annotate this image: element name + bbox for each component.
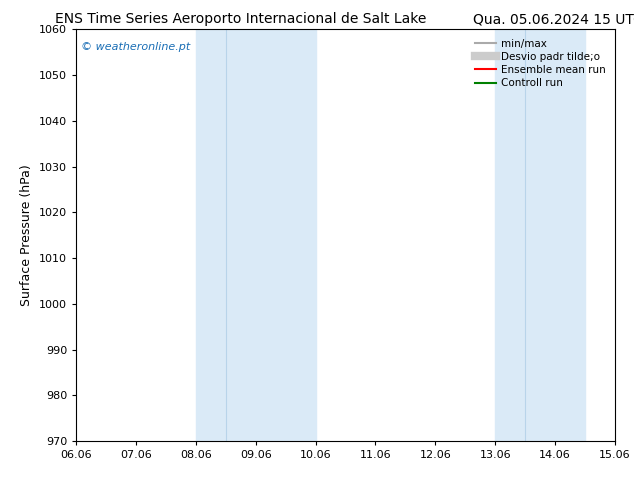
Text: ENS Time Series Aeroporto Internacional de Salt Lake: ENS Time Series Aeroporto Internacional … [55,12,427,26]
Bar [196,29,316,441]
Text: © weatheronline.pt: © weatheronline.pt [81,42,191,52]
Bar [495,29,585,441]
Y-axis label: Surface Pressure (hPa): Surface Pressure (hPa) [20,164,34,306]
Legend: min/max, Desvio padr tilde;o, Ensemble mean run, Controll run: min/max, Desvio padr tilde;o, Ensemble m… [470,35,610,92]
Text: Qua. 05.06.2024 15 UTC: Qua. 05.06.2024 15 UTC [473,12,634,26]
